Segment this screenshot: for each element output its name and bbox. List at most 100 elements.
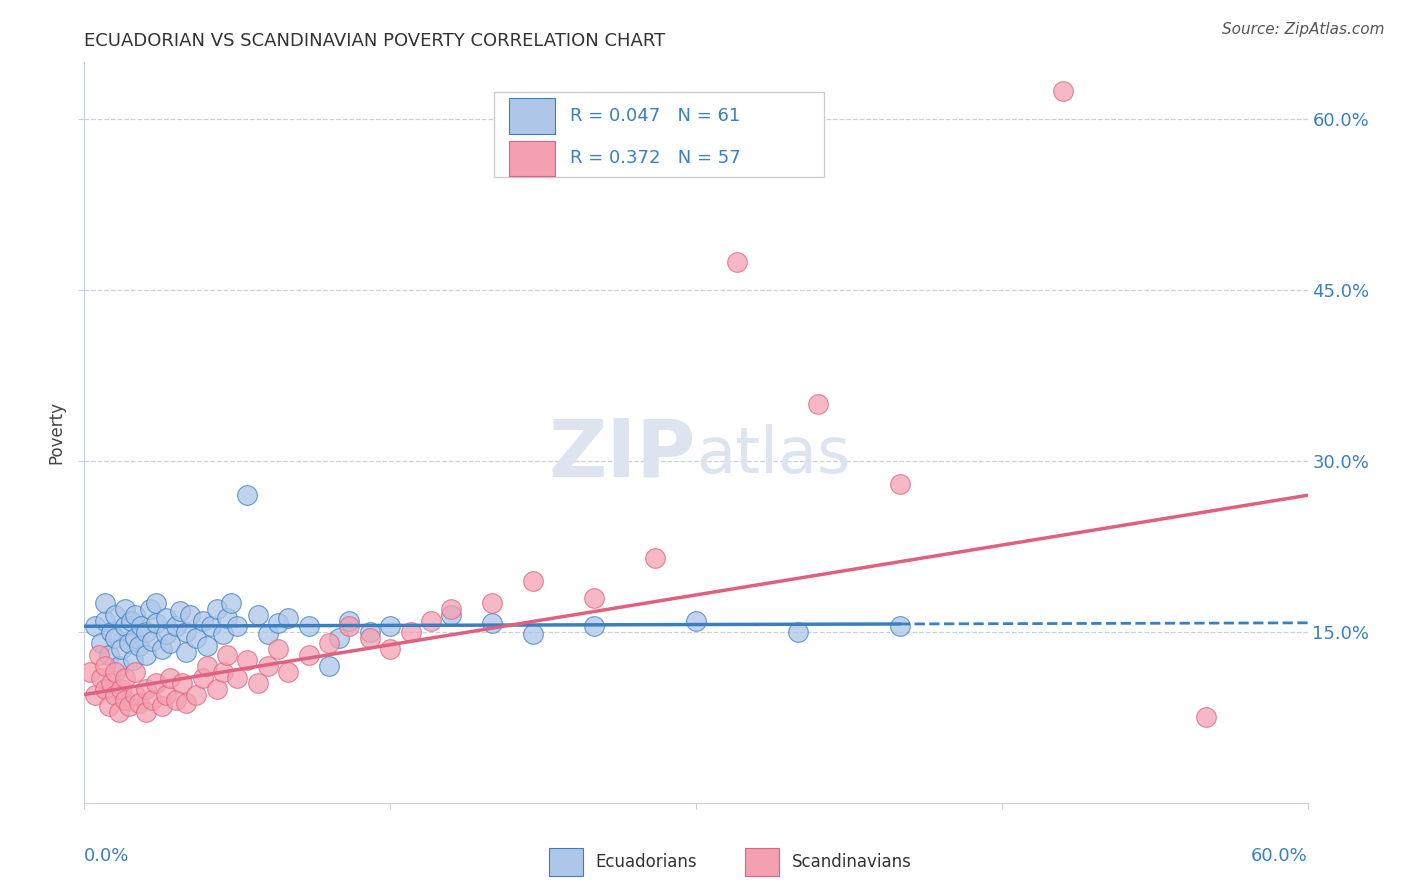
Point bbox=[155, 688, 177, 702]
Point bbox=[440, 607, 463, 622]
Point bbox=[807, 397, 830, 411]
Point bbox=[257, 659, 280, 673]
Point bbox=[583, 619, 606, 633]
Point bbox=[174, 696, 197, 710]
FancyBboxPatch shape bbox=[550, 848, 583, 876]
Point bbox=[174, 645, 197, 659]
Point bbox=[93, 614, 115, 628]
Point bbox=[685, 614, 707, 628]
Point bbox=[889, 619, 911, 633]
Point bbox=[124, 631, 146, 645]
Point bbox=[1052, 84, 1074, 98]
Point bbox=[257, 627, 280, 641]
Point bbox=[93, 659, 115, 673]
Point bbox=[122, 653, 145, 667]
Text: Ecuadorians: Ecuadorians bbox=[596, 853, 697, 871]
Point bbox=[135, 624, 157, 639]
Point bbox=[145, 676, 167, 690]
Point bbox=[90, 671, 112, 685]
Point bbox=[165, 693, 187, 707]
Point bbox=[83, 688, 105, 702]
Point bbox=[195, 659, 218, 673]
Point bbox=[195, 639, 218, 653]
Point bbox=[267, 615, 290, 630]
Point bbox=[217, 611, 239, 625]
Point bbox=[889, 476, 911, 491]
Point bbox=[318, 636, 340, 650]
Point bbox=[138, 602, 160, 616]
Point bbox=[522, 627, 544, 641]
Point bbox=[174, 624, 197, 639]
Point bbox=[277, 611, 299, 625]
Point bbox=[787, 624, 810, 639]
Point bbox=[481, 615, 503, 630]
Point bbox=[481, 597, 503, 611]
Point bbox=[205, 681, 228, 696]
Point bbox=[186, 688, 208, 702]
Point bbox=[169, 604, 191, 618]
Point bbox=[114, 693, 136, 707]
Point bbox=[380, 619, 402, 633]
Point bbox=[267, 642, 290, 657]
Text: ZIP: ZIP bbox=[548, 416, 696, 494]
Point bbox=[226, 671, 249, 685]
Point bbox=[212, 665, 235, 679]
Point bbox=[339, 614, 361, 628]
Text: Source: ZipAtlas.com: Source: ZipAtlas.com bbox=[1222, 22, 1385, 37]
Point bbox=[155, 627, 177, 641]
Point bbox=[128, 696, 150, 710]
Point bbox=[104, 607, 127, 622]
Text: Scandinavians: Scandinavians bbox=[792, 853, 911, 871]
Point bbox=[191, 671, 214, 685]
Point bbox=[159, 671, 181, 685]
Point bbox=[141, 634, 163, 648]
Point bbox=[79, 665, 101, 679]
Point bbox=[97, 698, 120, 713]
Point bbox=[83, 619, 105, 633]
Point bbox=[93, 597, 115, 611]
FancyBboxPatch shape bbox=[494, 92, 824, 178]
Point bbox=[298, 648, 321, 662]
Point bbox=[100, 676, 122, 690]
FancyBboxPatch shape bbox=[509, 98, 555, 134]
Point bbox=[108, 705, 131, 719]
Point bbox=[93, 681, 115, 696]
Point bbox=[246, 607, 269, 622]
Point bbox=[219, 597, 242, 611]
Point bbox=[87, 648, 110, 662]
Point bbox=[217, 648, 239, 662]
Point bbox=[124, 607, 146, 622]
Point bbox=[583, 591, 606, 605]
Point bbox=[131, 619, 153, 633]
Point bbox=[399, 624, 422, 639]
Point bbox=[97, 648, 120, 662]
Point bbox=[298, 619, 321, 633]
Point bbox=[135, 648, 157, 662]
Point bbox=[135, 681, 157, 696]
Text: R = 0.372   N = 57: R = 0.372 N = 57 bbox=[569, 150, 741, 168]
Text: 60.0%: 60.0% bbox=[1251, 847, 1308, 865]
Point bbox=[226, 619, 249, 633]
Point bbox=[100, 624, 122, 639]
Point bbox=[141, 693, 163, 707]
Point bbox=[104, 631, 127, 645]
Point bbox=[440, 602, 463, 616]
Point bbox=[159, 636, 181, 650]
Text: 0.0%: 0.0% bbox=[84, 847, 129, 865]
Point bbox=[135, 705, 157, 719]
Point bbox=[155, 611, 177, 625]
Point bbox=[104, 665, 127, 679]
FancyBboxPatch shape bbox=[745, 848, 779, 876]
Point bbox=[212, 627, 235, 641]
Point bbox=[725, 254, 748, 268]
Y-axis label: Poverty: Poverty bbox=[48, 401, 66, 464]
Point bbox=[359, 631, 381, 645]
Point bbox=[145, 615, 167, 630]
Point bbox=[124, 665, 146, 679]
Point bbox=[104, 688, 127, 702]
Point bbox=[359, 624, 381, 639]
Point bbox=[1195, 710, 1218, 724]
Point bbox=[145, 597, 167, 611]
Point bbox=[522, 574, 544, 588]
Point bbox=[186, 631, 208, 645]
